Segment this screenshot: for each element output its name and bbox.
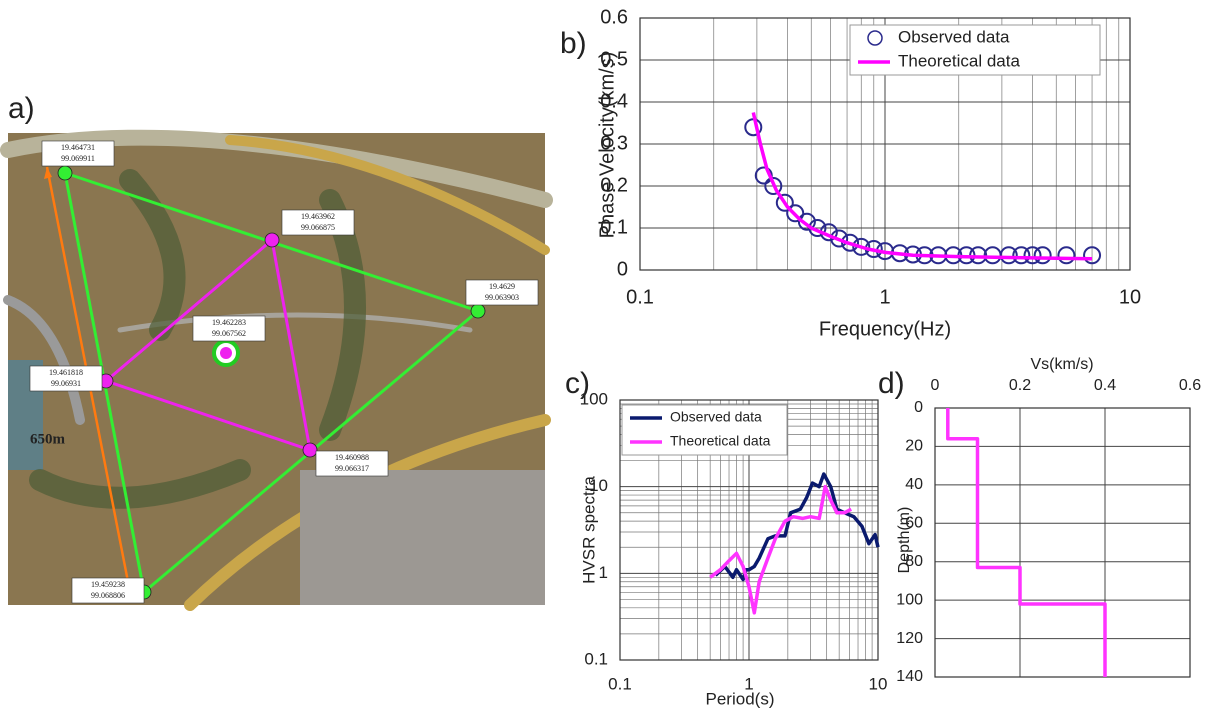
x-tick-label: 1 [879, 286, 890, 308]
station-marker [303, 443, 317, 457]
station-marker [265, 233, 279, 247]
y-tick-label: 1 [599, 563, 608, 582]
x-tick-label: 10 [869, 674, 888, 693]
latitude-label: 19.459238 [91, 580, 125, 589]
panel-label: b) [560, 27, 587, 60]
longitude-label: 99.066317 [335, 464, 369, 473]
longitude-label: 99.066875 [301, 223, 335, 232]
latitude-label: 19.460988 [335, 453, 369, 462]
x-tick-label: 0.1 [608, 674, 632, 693]
x-tick-label: 0.4 [1094, 377, 1116, 394]
legend-label: Observed data [898, 27, 1010, 46]
y-axis-label: Phase Velocity(km/s) [596, 52, 618, 239]
y-tick-label: 100 [896, 591, 923, 608]
longitude-label: 99.069911 [61, 154, 95, 163]
y-tick-label: 140 [896, 668, 923, 685]
x-axis-label: Vs(km/s) [1030, 356, 1093, 373]
y-tick-label: 0.1 [584, 649, 608, 668]
page: 650m a) 19.464731 99.069911 19.463962 99.0668… [0, 0, 1211, 710]
longitude-label: 99.067562 [212, 329, 246, 338]
longitude-label: 99.068806 [91, 591, 125, 600]
x-tick-label: 0.1 [626, 286, 654, 308]
station-marker [220, 347, 232, 359]
latitude-label: 19.462283 [212, 318, 246, 327]
y-tick-label: 120 [896, 630, 923, 647]
latitude-label: 19.463962 [301, 212, 335, 221]
x-tick-label: 10 [1119, 286, 1141, 308]
legend-label: Theoretical data [670, 433, 771, 449]
y-tick-label: 0 [914, 399, 923, 416]
y-tick-label: 20 [905, 438, 923, 455]
longitude-label: 99.063903 [485, 293, 519, 302]
latitude-label: 19.4629 [489, 282, 515, 291]
station-marker [471, 304, 485, 318]
plot-area [935, 408, 1190, 677]
station-marker [58, 166, 72, 180]
legend-label: Observed data [670, 409, 762, 425]
x-axis-label: Frequency(Hz) [819, 318, 951, 340]
distance-label: 650m [30, 431, 66, 447]
y-axis-label: Depth(m) [896, 507, 913, 574]
x-tick-label: 0.2 [1009, 377, 1031, 394]
y-axis-label: HVSR spectra [579, 476, 598, 584]
x-axis-label: Period(s) [706, 689, 775, 708]
legend-label: Theoretical data [898, 51, 1020, 70]
figure: 650m a) 19.464731 99.069911 19.463962 99.0668… [0, 0, 1211, 710]
latitude-label: 19.461818 [49, 368, 83, 377]
y-tick-label: 0.6 [600, 6, 628, 28]
panel-label: c) [565, 367, 590, 400]
longitude-label: 99.06931 [51, 379, 81, 388]
x-tick-label: 0 [931, 377, 940, 394]
x-tick-label: 0.6 [1179, 377, 1201, 394]
y-tick-label: 40 [905, 476, 923, 493]
panel-label: d) [878, 367, 905, 400]
latitude-label: 19.464731 [61, 143, 95, 152]
y-tick-label: 0 [617, 258, 628, 280]
panel-label: a) [8, 92, 35, 125]
